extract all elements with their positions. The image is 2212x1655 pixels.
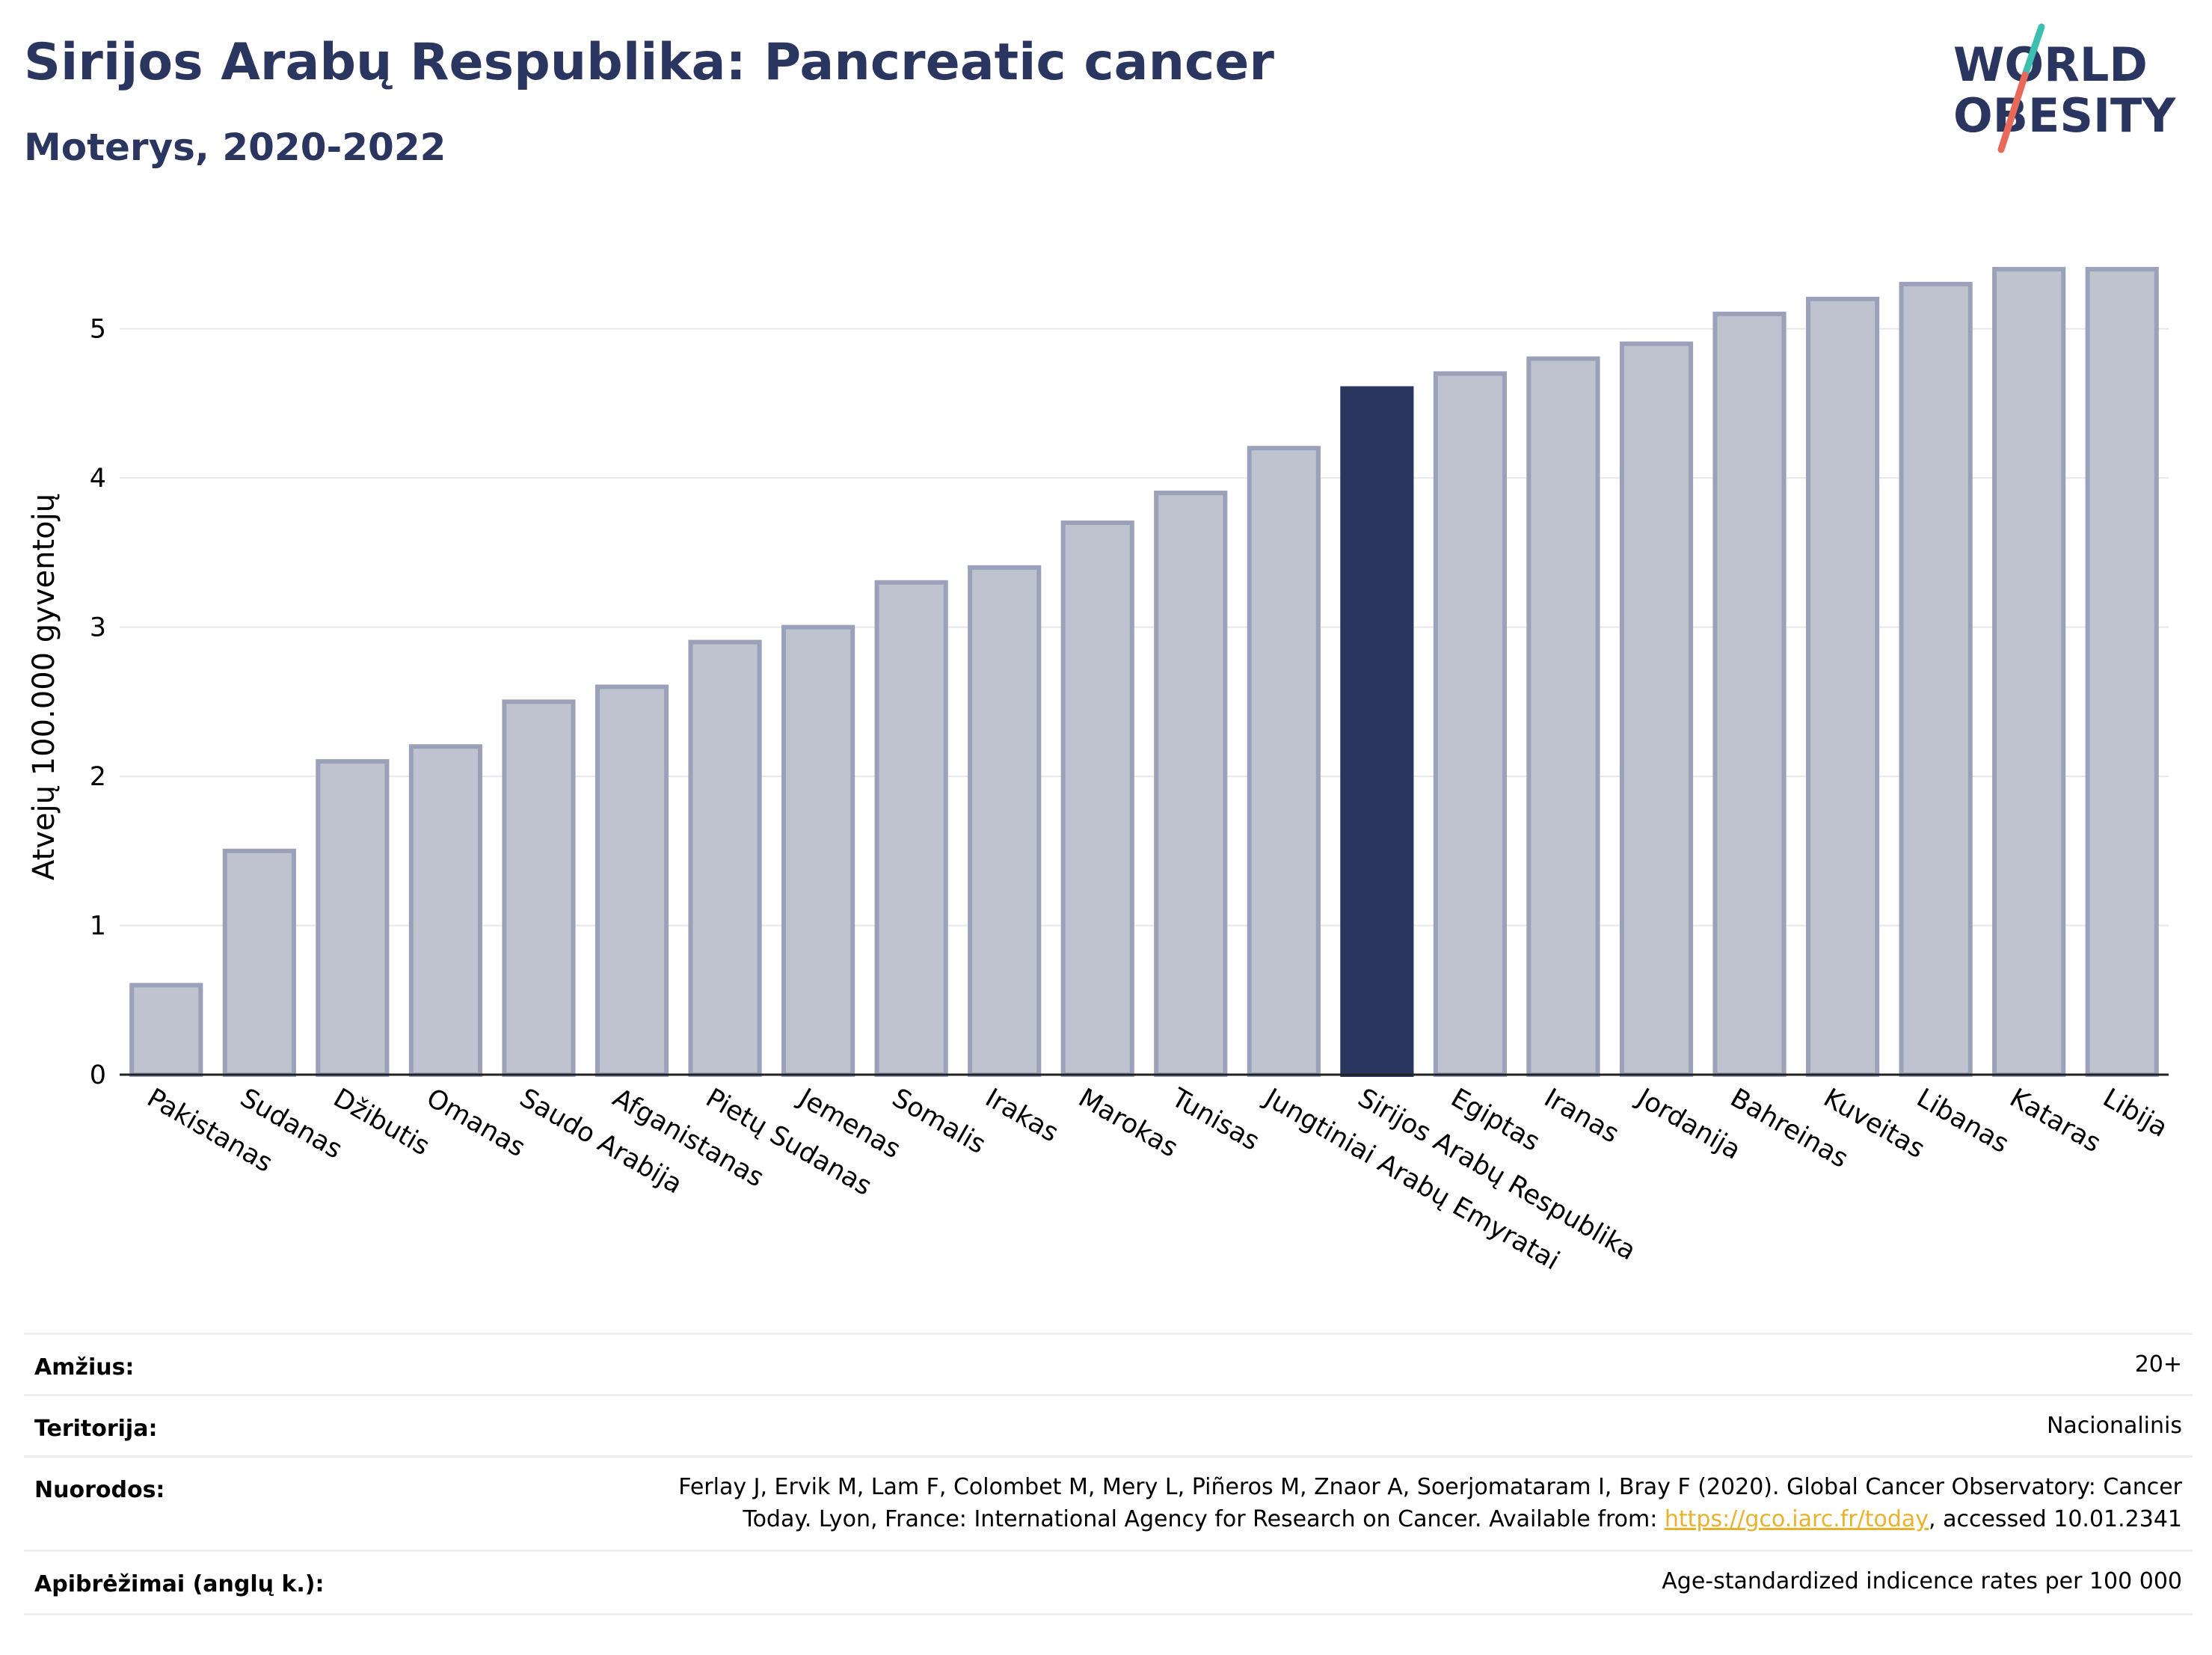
bar-libanas [1899, 281, 1973, 1078]
y-tick-label: 2 [90, 762, 106, 792]
bar-sudanas [222, 848, 296, 1078]
y-tick-label: 5 [90, 315, 106, 345]
y-tick-label: 4 [90, 464, 106, 494]
x-tick-label: Omanas [421, 1083, 530, 1163]
x-tick-label: Libija [2098, 1083, 2172, 1143]
y-tick-label: 0 [90, 1060, 106, 1090]
x-tick-label: Jordanija [1631, 1082, 1746, 1166]
x-tick-label: Tunisas [1166, 1083, 1265, 1157]
x-tick-label: Kataras [2005, 1083, 2106, 1158]
bar-libija [2085, 266, 2159, 1078]
bar-jemenas [781, 624, 855, 1077]
bar-afganistanas [595, 684, 669, 1077]
meta-row-definitions: Apibrėžimai (anglų k.): Age-standardized… [24, 1550, 2193, 1615]
meta-row-age: Amžius: 20+ [24, 1333, 2193, 1396]
references-label: Nuorodos: [34, 1477, 165, 1503]
logo-text-world: WORLD [1953, 37, 2148, 92]
world-obesity-logo: WORLD OBESITY [1953, 23, 2176, 153]
bar-pakistanas [129, 983, 203, 1077]
y-tick-label: 3 [90, 613, 106, 643]
bar-kuveitas [1806, 296, 1880, 1077]
bar-saudo-arabija [502, 699, 576, 1077]
references-value: Ferlay J, Ervik M, Lam F, Colombet M, Me… [313, 1471, 2182, 1535]
bar-chart: 0 1 2 3 4 5 PakistanasSudanasDžibutisOmanasSa… [27, 266, 2172, 1277]
bar-džibutis [316, 759, 390, 1077]
territory-label: Teritorija: [34, 1416, 158, 1442]
bar-bahreinas [1712, 311, 1787, 1078]
meta-row-territory: Teritorija: Nacionalinis [24, 1394, 2193, 1458]
definitions-value: Age-standardized indicence rates per 100… [1662, 1568, 2182, 1594]
references-line-1: Ferlay J, Ervik M, Lam F, Colombet M, Me… [678, 1474, 2182, 1500]
chart-subtitle: Moterys, 2020-2022 [24, 126, 446, 169]
bar-somalis [874, 580, 948, 1077]
age-value: 20+ [2134, 1351, 2182, 1378]
bars [129, 266, 2159, 1078]
bar-jungtiniai-arabų-emyratai [1247, 446, 1321, 1077]
y-tick-label: 1 [90, 912, 106, 942]
x-tick-label: Iranas [1539, 1083, 1624, 1149]
x-tick-label: Irakas [980, 1083, 1063, 1148]
x-tick-label: Marokas [1073, 1083, 1182, 1164]
x-tick-label: Libanas [1911, 1083, 2014, 1159]
territory-value: Nacionalinis [2046, 1413, 2182, 1439]
chart-title: Sirijos Arabų Respublika: Pancreatic can… [24, 33, 1274, 92]
x-tick-label: Pietų Sudanas [701, 1083, 876, 1202]
references-line-2: Today. Lyon, France: International Agenc… [743, 1506, 2182, 1532]
gco-link[interactable]: https://gco.iarc.fr/today [1664, 1506, 1929, 1532]
bar-kataras [1992, 266, 2066, 1078]
bar-pietų-sudanas [688, 639, 762, 1077]
x-tick-label: Somalis [887, 1083, 991, 1160]
bar-sirijos-arabų-respublika [1340, 386, 1414, 1077]
bar-iranas [1526, 356, 1600, 1078]
bar-omanas [408, 744, 482, 1078]
y-tick-labels: 0 1 2 3 4 5 [90, 315, 106, 1090]
bar-marokas [1060, 520, 1134, 1077]
bar-irakas [968, 565, 1042, 1077]
x-tick-label: Saudo Arabija [514, 1083, 687, 1200]
x-tick-label: Džibutis [328, 1083, 434, 1161]
bar-tunisas [1154, 491, 1228, 1077]
meta-row-references: Nuorodos: Ferlay J, Ervik M, Lam F, Colo… [24, 1455, 2193, 1552]
bar-egiptas [1433, 371, 1507, 1077]
definitions-label: Apibrėžimai (anglų k.): [34, 1571, 325, 1597]
y-axis-label: Atvejų 100.000 gyventojų [27, 494, 61, 880]
logo-text-obesity: OBESITY [1953, 88, 2176, 143]
bar-jordanija [1619, 341, 1694, 1077]
age-label: Amžius: [34, 1354, 135, 1381]
